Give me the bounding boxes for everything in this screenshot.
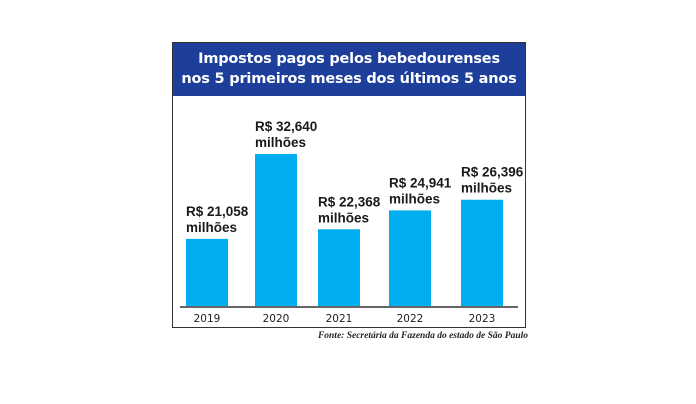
bar-2022 (389, 210, 431, 306)
x-tick-2021: 2021 (326, 313, 353, 325)
bar-2020 (255, 153, 297, 306)
title-line-1: Impostos pagos pelos bebedourenses (198, 51, 500, 67)
x-tick-2019: 2019 (194, 313, 221, 325)
unit-label-2020: milhões (255, 135, 306, 150)
data-label-2023: R$ 26,396 (461, 165, 524, 180)
unit-label-2022: milhões (389, 191, 440, 206)
bar-2021 (318, 229, 360, 306)
x-tick-2023: 2023 (469, 313, 496, 325)
bar-2023 (461, 199, 503, 306)
unit-label-2023: milhões (461, 181, 512, 196)
x-tick-2020: 2020 (263, 313, 290, 325)
data-label-2020: R$ 32,640 (255, 119, 317, 134)
unit-label-2019: milhões (186, 220, 237, 235)
data-label-2019: R$ 21,058 (186, 204, 249, 219)
x-tick-2022: 2022 (397, 313, 424, 325)
bar-2019 (186, 238, 228, 306)
chart-title: Impostos pagos pelos bebedourenses nos 5… (173, 43, 525, 96)
data-label-2021: R$ 22,368 (318, 194, 381, 209)
source-note: Fonte: Secretária da Fazenda do estado d… (317, 331, 528, 341)
data-label-2022: R$ 24,941 (389, 175, 452, 190)
title-line-2: nos 5 primeiros meses dos últimos 5 anos (181, 71, 517, 87)
unit-label-2021: milhões (318, 210, 369, 225)
